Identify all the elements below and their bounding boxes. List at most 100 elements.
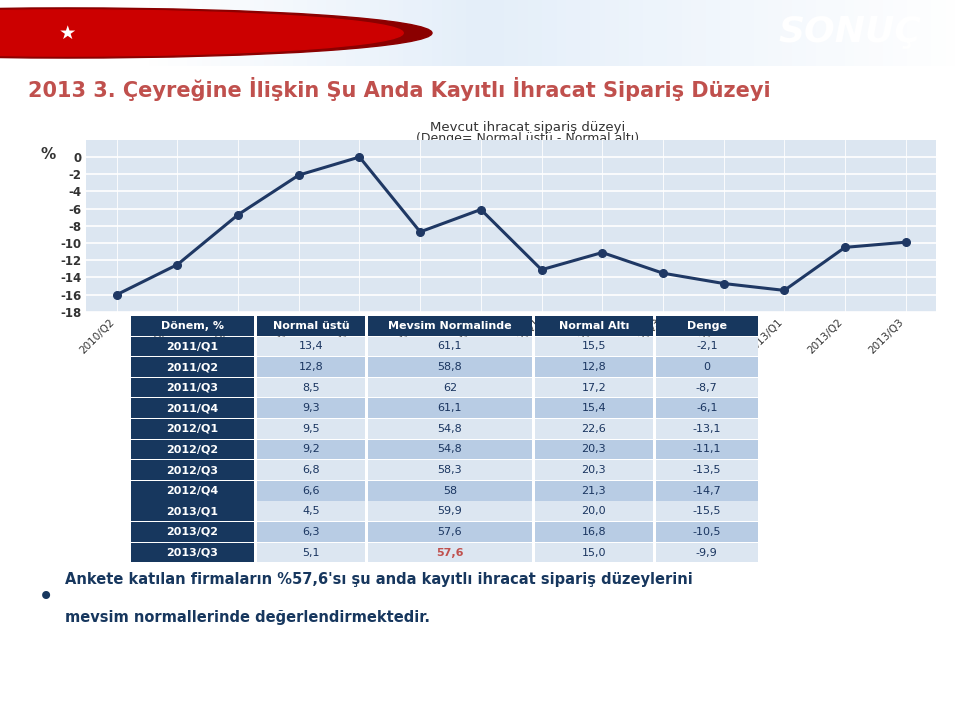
Text: -14,7: -14,7 (692, 485, 721, 495)
FancyBboxPatch shape (656, 522, 757, 542)
FancyBboxPatch shape (256, 522, 365, 542)
Bar (389, 0, 394, 66)
Text: 2012/Q1: 2012/Q1 (166, 424, 219, 434)
Bar (499, 0, 504, 66)
Bar (566, 0, 571, 66)
Bar (197, 0, 202, 66)
Text: -13,1: -13,1 (692, 424, 721, 434)
Bar (557, 0, 562, 66)
Bar (125, 0, 130, 66)
FancyBboxPatch shape (256, 419, 365, 439)
Bar (398, 0, 403, 66)
Bar (144, 0, 149, 66)
Bar (475, 0, 480, 66)
Bar (562, 0, 566, 66)
Bar (408, 0, 413, 66)
Text: 16,8: 16,8 (582, 527, 606, 537)
Bar (490, 0, 494, 66)
Text: 0: 0 (704, 362, 710, 372)
Text: 12,8: 12,8 (299, 362, 324, 372)
Bar (941, 0, 946, 66)
Bar (91, 0, 96, 66)
Circle shape (0, 8, 432, 58)
Bar (192, 0, 197, 66)
Bar (514, 0, 518, 66)
Bar (667, 0, 672, 66)
Bar (509, 0, 514, 66)
Bar (883, 0, 888, 66)
Bar (130, 0, 134, 66)
Bar (950, 0, 955, 66)
Bar (782, 0, 787, 66)
Bar (302, 0, 307, 66)
Bar (922, 0, 926, 66)
FancyBboxPatch shape (256, 399, 365, 418)
Text: ★: ★ (59, 24, 76, 42)
FancyBboxPatch shape (368, 357, 532, 377)
Text: 62: 62 (443, 383, 457, 393)
Bar (571, 0, 576, 66)
FancyBboxPatch shape (256, 440, 365, 460)
FancyBboxPatch shape (131, 440, 253, 460)
Bar (754, 0, 758, 66)
Bar (43, 0, 48, 66)
Bar (485, 0, 490, 66)
Bar (605, 0, 610, 66)
Bar (82, 0, 86, 66)
Text: -8,7: -8,7 (696, 383, 718, 393)
FancyBboxPatch shape (368, 399, 532, 418)
Bar (864, 0, 869, 66)
Bar (542, 0, 547, 66)
Bar (662, 0, 667, 66)
Bar (936, 0, 941, 66)
Bar (163, 0, 168, 66)
Text: 57,6: 57,6 (436, 548, 464, 558)
Bar (158, 0, 163, 66)
FancyBboxPatch shape (131, 501, 253, 521)
Text: 54,8: 54,8 (438, 424, 463, 434)
Bar (451, 0, 456, 66)
FancyBboxPatch shape (535, 501, 653, 521)
FancyBboxPatch shape (535, 460, 653, 480)
Bar (370, 0, 374, 66)
Circle shape (0, 10, 403, 56)
Text: 15,0: 15,0 (582, 548, 606, 558)
Bar (826, 0, 830, 66)
Text: 8,5: 8,5 (302, 383, 320, 393)
Bar (494, 0, 499, 66)
Text: 2011/Q2: 2011/Q2 (166, 362, 219, 372)
Bar (67, 0, 72, 66)
Bar (538, 0, 542, 66)
Bar (245, 0, 250, 66)
Text: 4,5: 4,5 (302, 506, 320, 516)
Bar (413, 0, 418, 66)
Bar (48, 0, 53, 66)
Bar (206, 0, 211, 66)
Bar (466, 0, 470, 66)
Bar (845, 0, 850, 66)
Bar (418, 0, 422, 66)
Bar (859, 0, 864, 66)
Bar (211, 0, 216, 66)
Bar (182, 0, 187, 66)
FancyBboxPatch shape (368, 481, 532, 500)
Bar (437, 0, 442, 66)
Bar (696, 0, 701, 66)
Bar (278, 0, 283, 66)
Text: Ekonomik Araştırmalar ve Değerlendirme Genel Müdürlüğü: Ekonomik Araştırmalar ve Değerlendirme G… (247, 686, 617, 699)
Bar (523, 0, 528, 66)
Text: -15,5: -15,5 (692, 506, 721, 516)
Bar (24, 0, 29, 66)
Bar (840, 0, 845, 66)
Bar (595, 0, 600, 66)
FancyBboxPatch shape (256, 481, 365, 500)
Bar (600, 0, 605, 66)
FancyBboxPatch shape (131, 481, 253, 500)
Text: -11,1: -11,1 (692, 445, 721, 455)
Bar (710, 0, 715, 66)
Text: 2013/Q1: 2013/Q1 (166, 506, 218, 516)
Bar (288, 0, 293, 66)
FancyBboxPatch shape (535, 357, 653, 377)
Bar (518, 0, 523, 66)
Text: 6,3: 6,3 (302, 527, 320, 537)
